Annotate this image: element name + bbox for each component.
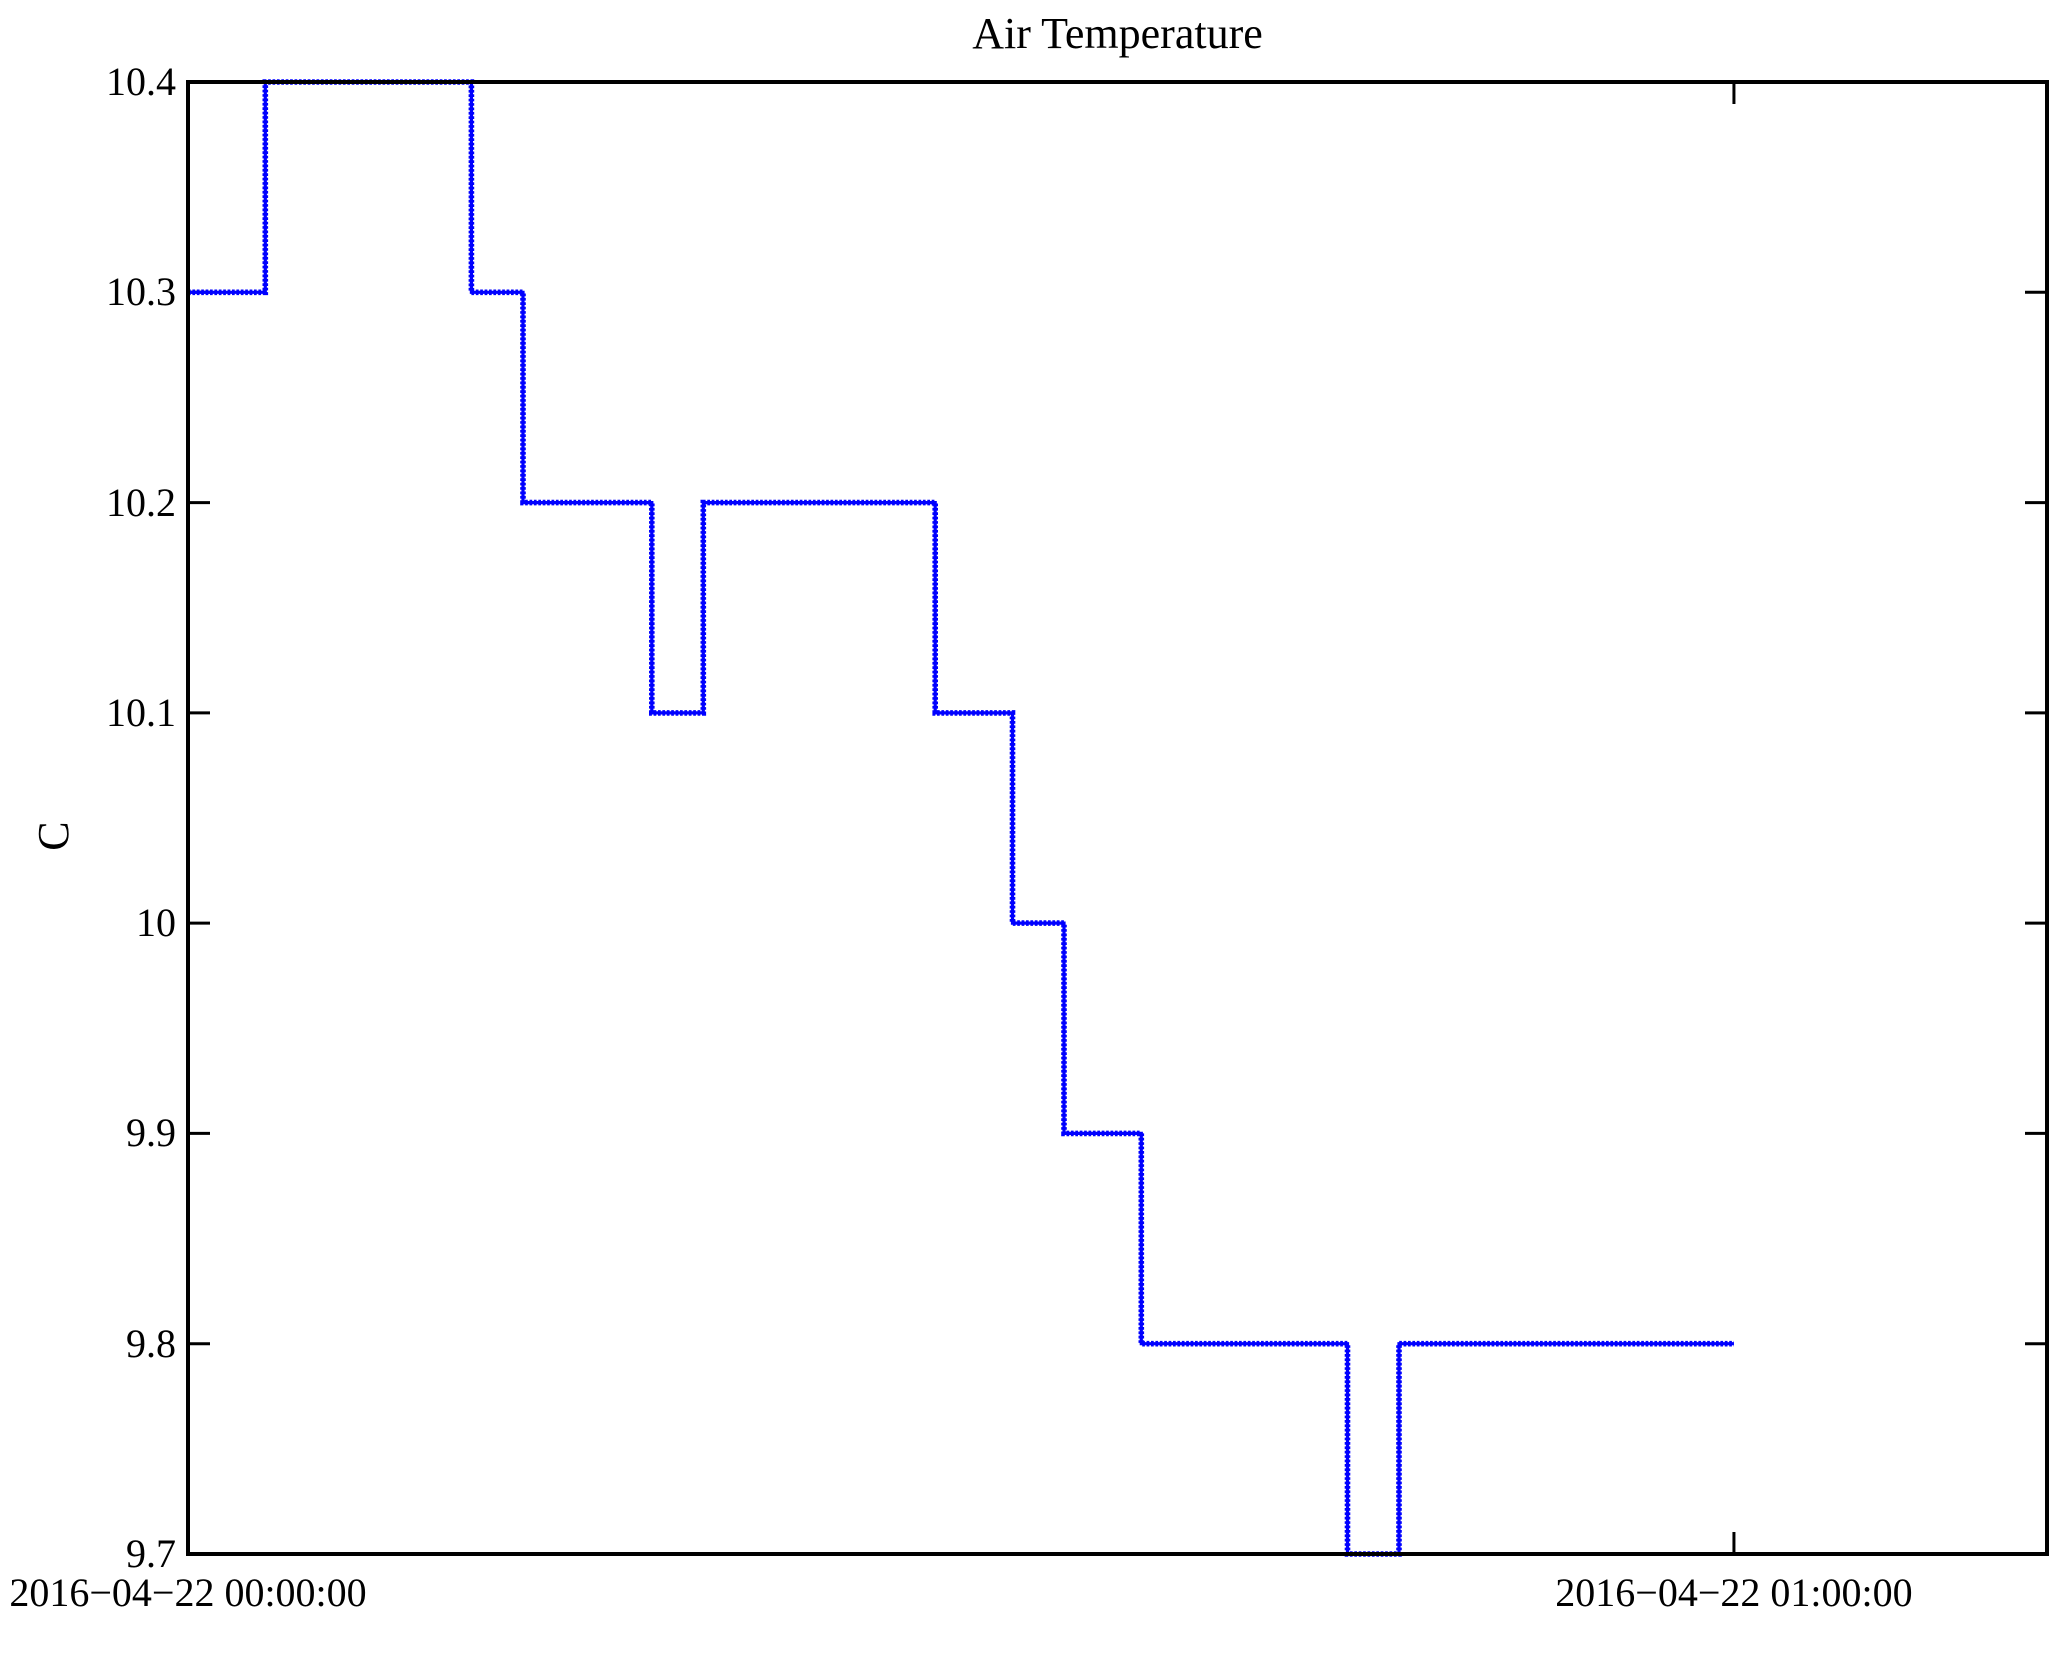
y-tick-label: 10.2	[106, 479, 176, 525]
y-tick-label: 9.9	[126, 1110, 176, 1156]
step-line-markers	[188, 79, 1734, 1557]
step-line	[188, 80, 1734, 1556]
y-tick-label: 10.4	[106, 59, 176, 104]
chart-title: Air Temperature	[972, 9, 1263, 58]
x-tick-label: 2016−04−22 01:00:00	[1555, 1570, 1913, 1615]
y-tick-label: 9.8	[126, 1320, 176, 1366]
y-tick-label: 10.3	[106, 269, 176, 315]
y-tick-label: 10	[136, 900, 176, 946]
y-axis-label: C	[29, 821, 78, 851]
y-tick-label: 10.1	[106, 689, 176, 735]
axis-ticks	[188, 82, 2047, 1554]
x-tick-label: 2016−04−22 00:00:00	[9, 1570, 367, 1615]
y-tick-label: 9.7	[126, 1531, 176, 1576]
plot-border	[186, 80, 2049, 1556]
